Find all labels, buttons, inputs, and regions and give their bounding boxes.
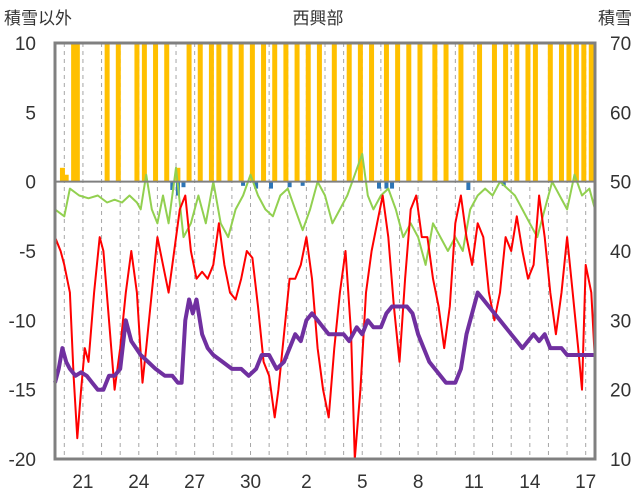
precip-bar bbox=[197, 43, 203, 182]
right-tick-label: 40 bbox=[610, 242, 631, 263]
precip-bar bbox=[305, 43, 311, 182]
plot-frame bbox=[53, 41, 597, 461]
precip-bar bbox=[581, 43, 587, 182]
precip-bar bbox=[417, 43, 423, 182]
blue-bar bbox=[254, 181, 259, 189]
precip-bar bbox=[153, 43, 159, 182]
precip-bar bbox=[134, 43, 140, 182]
x-tick-label: 24 bbox=[128, 472, 150, 493]
blue-bar bbox=[377, 181, 381, 189]
precip-bar bbox=[406, 43, 412, 182]
blue-bar bbox=[390, 181, 395, 189]
right-tick-label: 10 bbox=[610, 450, 631, 471]
precip-bar bbox=[477, 43, 483, 182]
precip-bar bbox=[346, 43, 352, 182]
precip-bar bbox=[261, 43, 267, 182]
blue-bar bbox=[501, 181, 506, 186]
precip-bar bbox=[357, 43, 363, 182]
precip-bar bbox=[175, 167, 181, 182]
precip-bar bbox=[227, 43, 233, 182]
left-tick-label: 5 bbox=[25, 103, 36, 124]
right-tick-label: 20 bbox=[610, 381, 631, 402]
right-tick-label: 70 bbox=[610, 34, 631, 55]
red-series-line bbox=[54, 194, 596, 460]
precip-bar bbox=[514, 43, 520, 182]
precip-bar bbox=[63, 174, 69, 182]
left-tick-label: 0 bbox=[25, 173, 36, 194]
right-tick-label: 50 bbox=[610, 173, 631, 194]
x-tick-label: 17 bbox=[575, 472, 596, 493]
precip-bar bbox=[588, 43, 594, 182]
x-tick-label: 30 bbox=[240, 472, 261, 493]
blue-bar bbox=[300, 181, 305, 186]
precip-bar bbox=[186, 43, 192, 182]
precip-bar bbox=[532, 43, 538, 182]
blue-bar bbox=[170, 181, 175, 190]
x-tick-label: 14 bbox=[519, 472, 541, 493]
left-tick-label: -10 bbox=[9, 311, 36, 332]
chart-title: 西興部 bbox=[293, 9, 344, 29]
precip-bar bbox=[547, 43, 553, 182]
precip-bar bbox=[566, 43, 572, 182]
left-tick-label: 10 bbox=[15, 34, 36, 55]
precip-bars bbox=[59, 43, 594, 182]
purple-series-line bbox=[53, 290, 595, 392]
x-tick-label: 27 bbox=[184, 472, 205, 493]
precip-bar bbox=[443, 43, 449, 182]
left-tick-label: -15 bbox=[9, 381, 36, 402]
precip-bar bbox=[238, 43, 244, 182]
left-tick-label: -5 bbox=[19, 242, 36, 263]
precip-bar bbox=[74, 43, 80, 182]
precip-bar bbox=[395, 43, 401, 182]
precip-bar bbox=[383, 43, 389, 182]
green-series-line bbox=[54, 152, 596, 266]
precip-bar bbox=[141, 43, 147, 182]
x-tick-label: 8 bbox=[413, 472, 424, 493]
precip-bar bbox=[249, 43, 255, 182]
x-tick-label: 2 bbox=[301, 472, 312, 493]
blue-bar bbox=[269, 181, 273, 189]
day-gridlines bbox=[63, 43, 587, 459]
right-tick-label: 60 bbox=[610, 103, 631, 124]
left-tick-label: -20 bbox=[9, 450, 36, 471]
precip-bar bbox=[558, 43, 564, 182]
precip-bar bbox=[491, 43, 497, 182]
precip-bar bbox=[283, 43, 289, 182]
right-tick-label: 30 bbox=[610, 311, 631, 332]
x-tick-label: 21 bbox=[72, 472, 93, 493]
precip-bar bbox=[316, 43, 322, 182]
precip-bar bbox=[331, 43, 337, 182]
precip-bar bbox=[503, 43, 509, 182]
blue-bar bbox=[241, 181, 246, 186]
precip-bar bbox=[71, 43, 77, 182]
precip-bar bbox=[272, 43, 278, 182]
x-tick-label: 11 bbox=[464, 472, 484, 493]
left-axis-label: 積雪以外 bbox=[4, 9, 72, 29]
precip-bar bbox=[432, 43, 438, 182]
precip-bar bbox=[104, 43, 110, 182]
precip-bar bbox=[369, 43, 375, 182]
precip-bar bbox=[525, 43, 531, 182]
precip-bar bbox=[59, 167, 65, 182]
precip-bar bbox=[458, 43, 464, 182]
precip-bar bbox=[208, 43, 214, 182]
precip-bar bbox=[115, 43, 121, 182]
blue-bar bbox=[466, 181, 471, 190]
precip-bar bbox=[294, 43, 300, 182]
precip-bar bbox=[573, 43, 579, 182]
blue-bar bbox=[181, 181, 186, 188]
precip-bar bbox=[216, 43, 222, 182]
blue-bar bbox=[287, 181, 292, 188]
x-tick-label: 5 bbox=[357, 472, 368, 493]
right-axis-label: 積雪 bbox=[598, 9, 632, 29]
series-lines bbox=[53, 152, 596, 460]
blue-bar bbox=[384, 181, 389, 189]
precip-bar bbox=[164, 43, 170, 182]
